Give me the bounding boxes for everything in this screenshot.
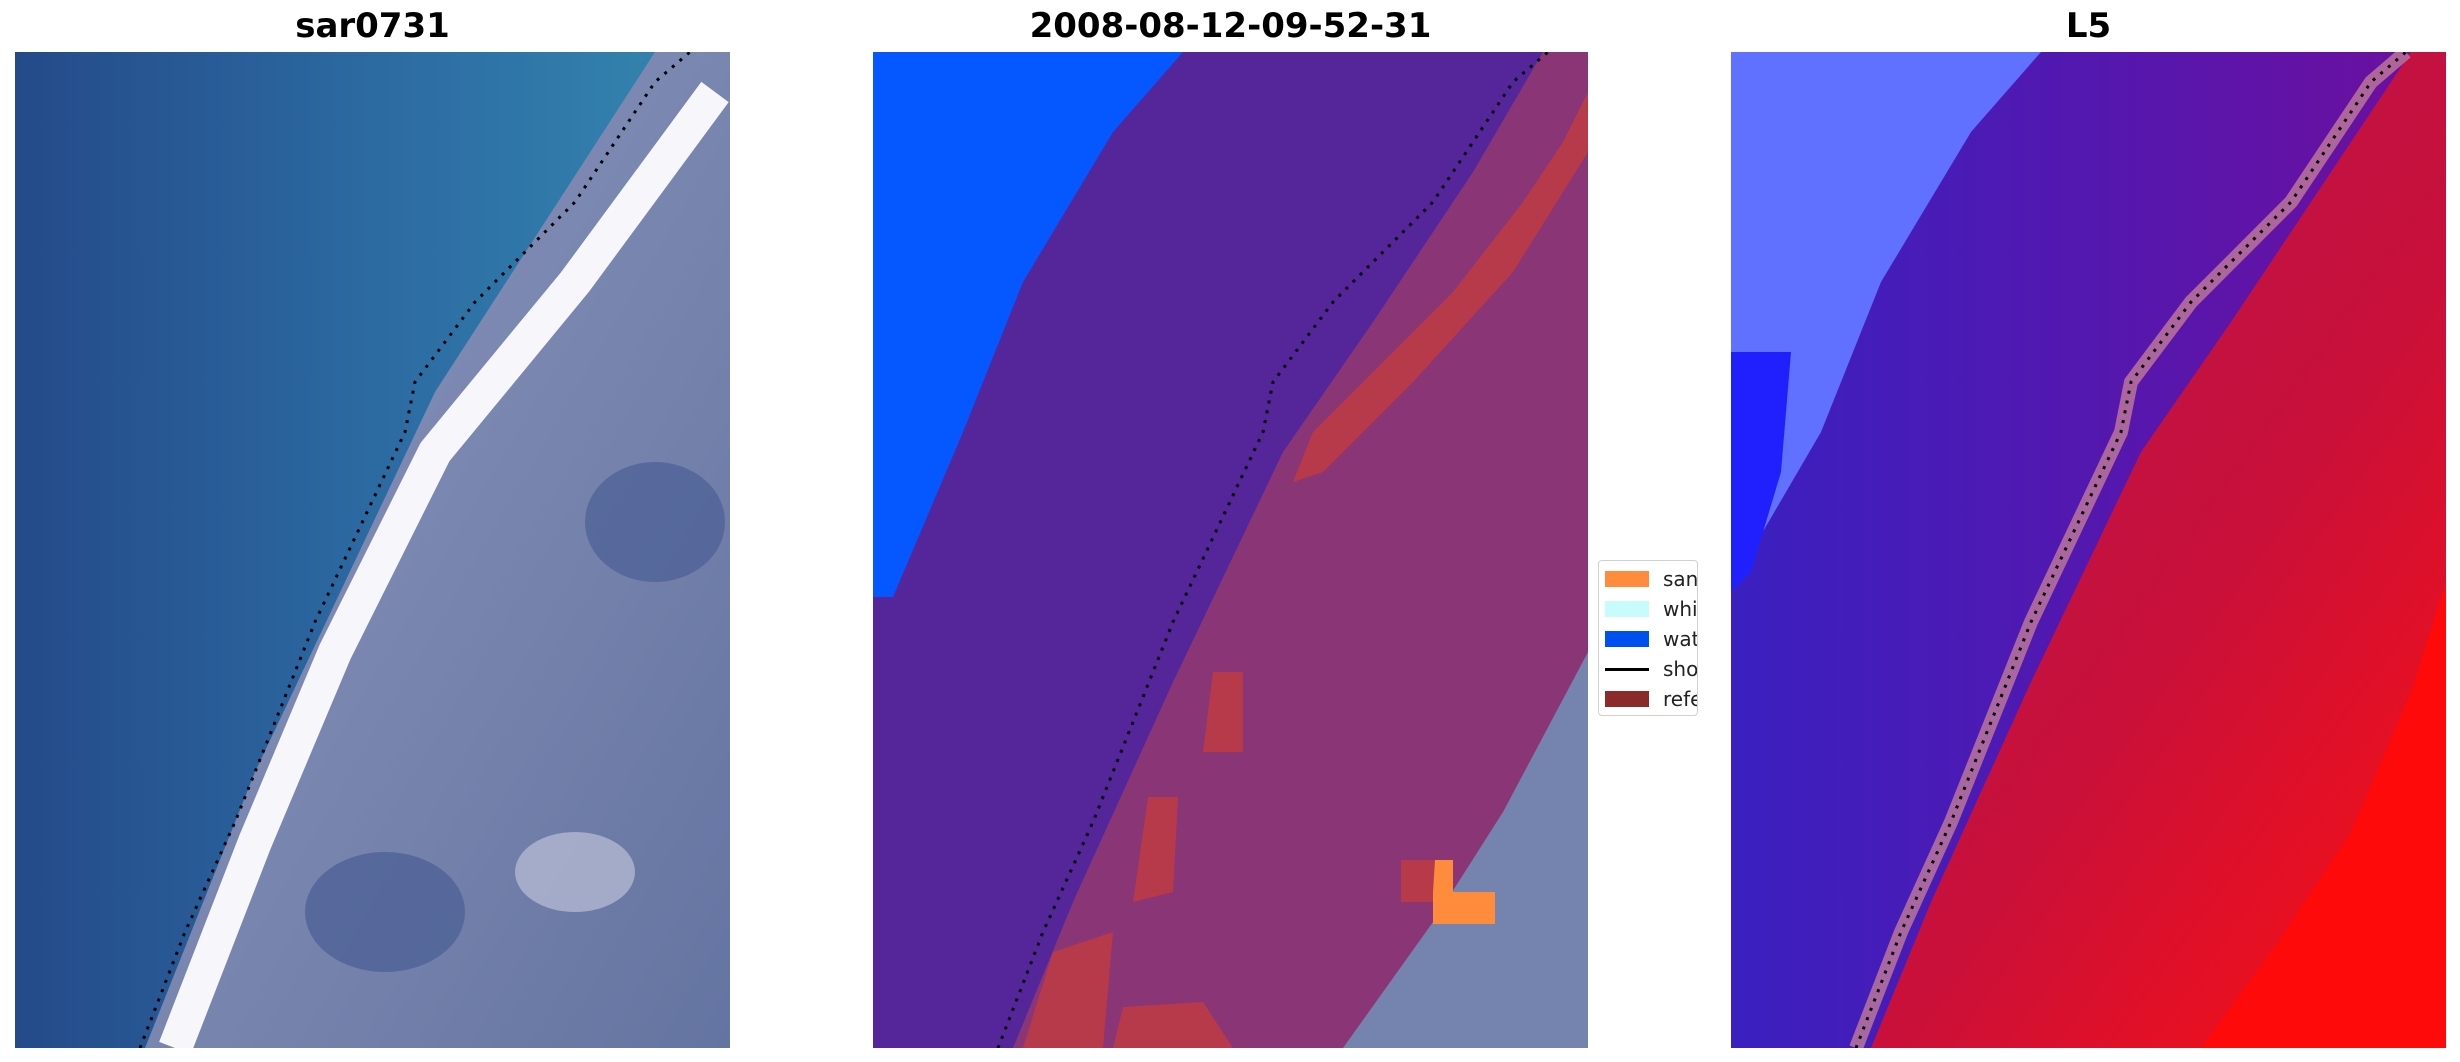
panel-title-rgb: sar0731 <box>295 6 450 46</box>
classification-panel <box>873 52 1588 1048</box>
sand-class-strip <box>1203 672 1243 752</box>
sand-patch <box>1433 860 1495 924</box>
legend-item-shoreline: shorel <box>1605 657 1698 681</box>
legend-swatch-sand <box>1605 571 1649 587</box>
shoreline-dotted <box>996 52 1549 1048</box>
sand-class-strip <box>1023 932 1113 1048</box>
rgb-image-panel <box>15 52 730 1048</box>
legend-label: shorel <box>1663 657 1698 681</box>
water-label-region <box>873 52 1183 597</box>
panel-title-classification: 2008-08-12-09-52-31 <box>1029 6 1432 46</box>
legend-item-whitewater: whitew <box>1605 597 1698 621</box>
legend-label: water <box>1663 627 1697 651</box>
legend-item-reference: referer <box>1605 687 1697 711</box>
dark-patch <box>305 852 465 972</box>
l5-map-panel <box>1731 52 2446 1048</box>
deep-blue-zone <box>1731 352 1791 592</box>
legend-swatch-reference <box>1605 691 1649 707</box>
shoreline-dotted <box>138 52 691 1048</box>
legend-item-water: water <box>1605 627 1697 651</box>
sand-class-strip <box>1401 860 1443 902</box>
legend-item-sand: sand <box>1605 567 1698 591</box>
shoreline-dotted <box>1854 52 2407 1048</box>
sand-class-strip <box>1133 797 1178 902</box>
panel-title-map: L5 <box>2065 6 2112 46</box>
bright-water-zone <box>1731 52 2041 572</box>
legend-label: referer <box>1663 687 1697 711</box>
surf-foam-band <box>159 81 729 1048</box>
legend: sand whitew water shorel referer <box>1598 560 1698 716</box>
legend-label: sand <box>1663 567 1698 591</box>
hot-zone <box>2201 582 2446 1048</box>
legend-swatch-whitewater <box>1605 601 1649 617</box>
dark-patch <box>585 462 725 582</box>
bright-patch <box>515 832 635 912</box>
legend-label: whitew <box>1663 597 1698 621</box>
sand-class-strip <box>1113 1002 1233 1048</box>
legend-line-shoreline <box>1605 667 1649 671</box>
sand-class-strip <box>1293 92 1588 482</box>
legend-swatch-water <box>1605 631 1649 647</box>
